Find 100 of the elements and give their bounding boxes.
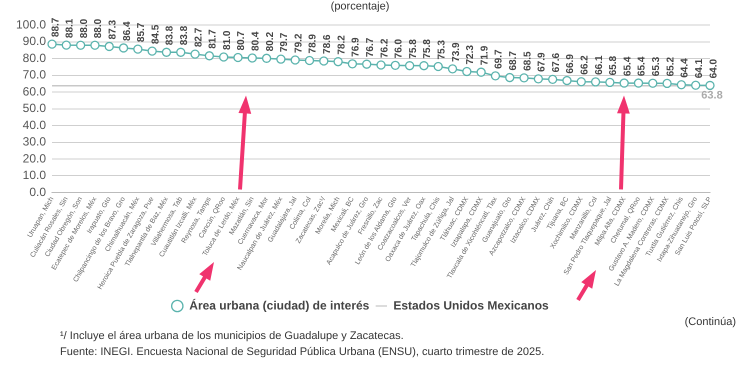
data-label: 78.6 xyxy=(322,34,334,54)
data-label: 68.7 xyxy=(508,50,519,71)
data-label: 78.9 xyxy=(308,34,319,54)
point xyxy=(190,49,200,59)
data-label: 83.8 xyxy=(179,25,190,46)
data-label: 72.3 xyxy=(465,44,476,65)
point xyxy=(219,52,228,62)
data-label: 73.9 xyxy=(450,42,462,62)
data-label: 88.0 xyxy=(93,18,104,38)
data-label: 67.9 xyxy=(536,52,548,72)
point xyxy=(176,48,186,57)
point xyxy=(290,55,300,65)
point xyxy=(534,74,544,84)
point xyxy=(676,80,686,90)
data-label: 66.2 xyxy=(580,54,591,75)
point xyxy=(47,39,57,49)
data-label: 84.5 xyxy=(150,24,162,44)
data-label: 65.8 xyxy=(608,56,620,76)
point xyxy=(348,59,358,68)
text: ¹/ Incluye el área urbana de los municipios de Guadalupe y Zacatecas. xyxy=(60,330,404,342)
text: (Continúa) xyxy=(684,316,736,328)
point xyxy=(505,72,514,82)
y-tick-label: 60.0 xyxy=(22,84,46,98)
point xyxy=(448,64,458,74)
data-label: 82.7 xyxy=(193,27,204,48)
point xyxy=(90,40,100,50)
point xyxy=(434,62,443,72)
data-label: 67.6 xyxy=(550,52,562,72)
point xyxy=(362,60,372,69)
point xyxy=(319,56,328,66)
point xyxy=(62,40,71,50)
data-label: 71.9 xyxy=(479,45,490,66)
data-label: 80.7 xyxy=(236,30,248,50)
point xyxy=(404,61,414,70)
point xyxy=(376,60,386,70)
data-label: 88.0 xyxy=(78,18,90,38)
data-label: 69.7 xyxy=(494,48,505,69)
data-label: 80.4 xyxy=(250,31,262,51)
data-label: 78.2 xyxy=(336,34,348,55)
y-tick-label: 50.0 xyxy=(22,101,46,116)
data-label: 88.7 xyxy=(50,17,62,38)
point xyxy=(248,53,257,63)
point xyxy=(233,52,243,62)
point xyxy=(634,78,644,88)
point xyxy=(104,42,114,52)
y-tick-label: 40.0 xyxy=(22,118,46,132)
data-label: 76.9 xyxy=(350,36,362,57)
data-label: 65.2 xyxy=(665,56,676,76)
point xyxy=(262,54,272,63)
data-label: 85.7 xyxy=(136,22,148,42)
data-label: 75.3 xyxy=(436,40,448,60)
data-label: 76.2 xyxy=(379,38,390,58)
data-label: 81.0 xyxy=(222,30,233,50)
y-tick-label: 80.0 xyxy=(22,50,46,65)
legend-label: Estados Unidos Mexicanos xyxy=(393,298,550,312)
data-label: 65.3 xyxy=(651,56,662,76)
y-tick-label: 20.0 xyxy=(22,151,46,166)
data-label: 68.5 xyxy=(522,50,534,71)
data-label: 81.7 xyxy=(208,28,219,49)
y-tick-label: 100.0 xyxy=(16,18,46,32)
data-label: 76.7 xyxy=(364,37,376,58)
data-label: 64.4 xyxy=(680,58,691,78)
point xyxy=(133,44,142,54)
point xyxy=(605,78,615,88)
point xyxy=(76,40,86,50)
point xyxy=(490,71,500,81)
point xyxy=(590,77,600,87)
data-label: 75.8 xyxy=(408,38,419,59)
point xyxy=(662,78,672,88)
point xyxy=(576,77,586,86)
point xyxy=(476,68,486,77)
point xyxy=(390,60,400,70)
point xyxy=(548,74,558,84)
y-tick-label: 0.0 xyxy=(29,184,46,199)
point xyxy=(705,80,715,90)
point xyxy=(118,43,128,53)
point xyxy=(691,80,700,90)
data-label: 79.2 xyxy=(293,33,304,53)
data-label: 83.8 xyxy=(164,25,176,46)
data-label: 64.1 xyxy=(694,58,705,78)
data-label: 88.1 xyxy=(64,18,76,38)
point xyxy=(204,51,214,60)
data-label: 86.4 xyxy=(122,21,133,41)
point xyxy=(519,73,529,83)
data-label: 64.0 xyxy=(708,58,720,78)
point xyxy=(562,76,572,86)
data-label: 76.0 xyxy=(394,38,405,58)
data-label: 65.4 xyxy=(636,56,648,76)
y-tick-label: 30.0 xyxy=(22,134,46,149)
data-label: 80.2 xyxy=(264,31,276,52)
data-label: 65.4 xyxy=(622,56,634,76)
y-tick-label: 70.0 xyxy=(22,68,46,82)
y-tick-label: 90.0 xyxy=(22,34,46,48)
point xyxy=(162,48,172,57)
point xyxy=(304,56,314,66)
data-label: 66.9 xyxy=(565,54,576,74)
data-label: 66.1 xyxy=(594,55,605,75)
point xyxy=(276,54,286,64)
source-note: Fuente: INEGI. Encuesta Nacional de Seguridad Pública Urbana (ENSU), cuarto trimestre de 2025. xyxy=(60,346,544,358)
chart-subtitle: (porcentaje) xyxy=(330,0,390,13)
